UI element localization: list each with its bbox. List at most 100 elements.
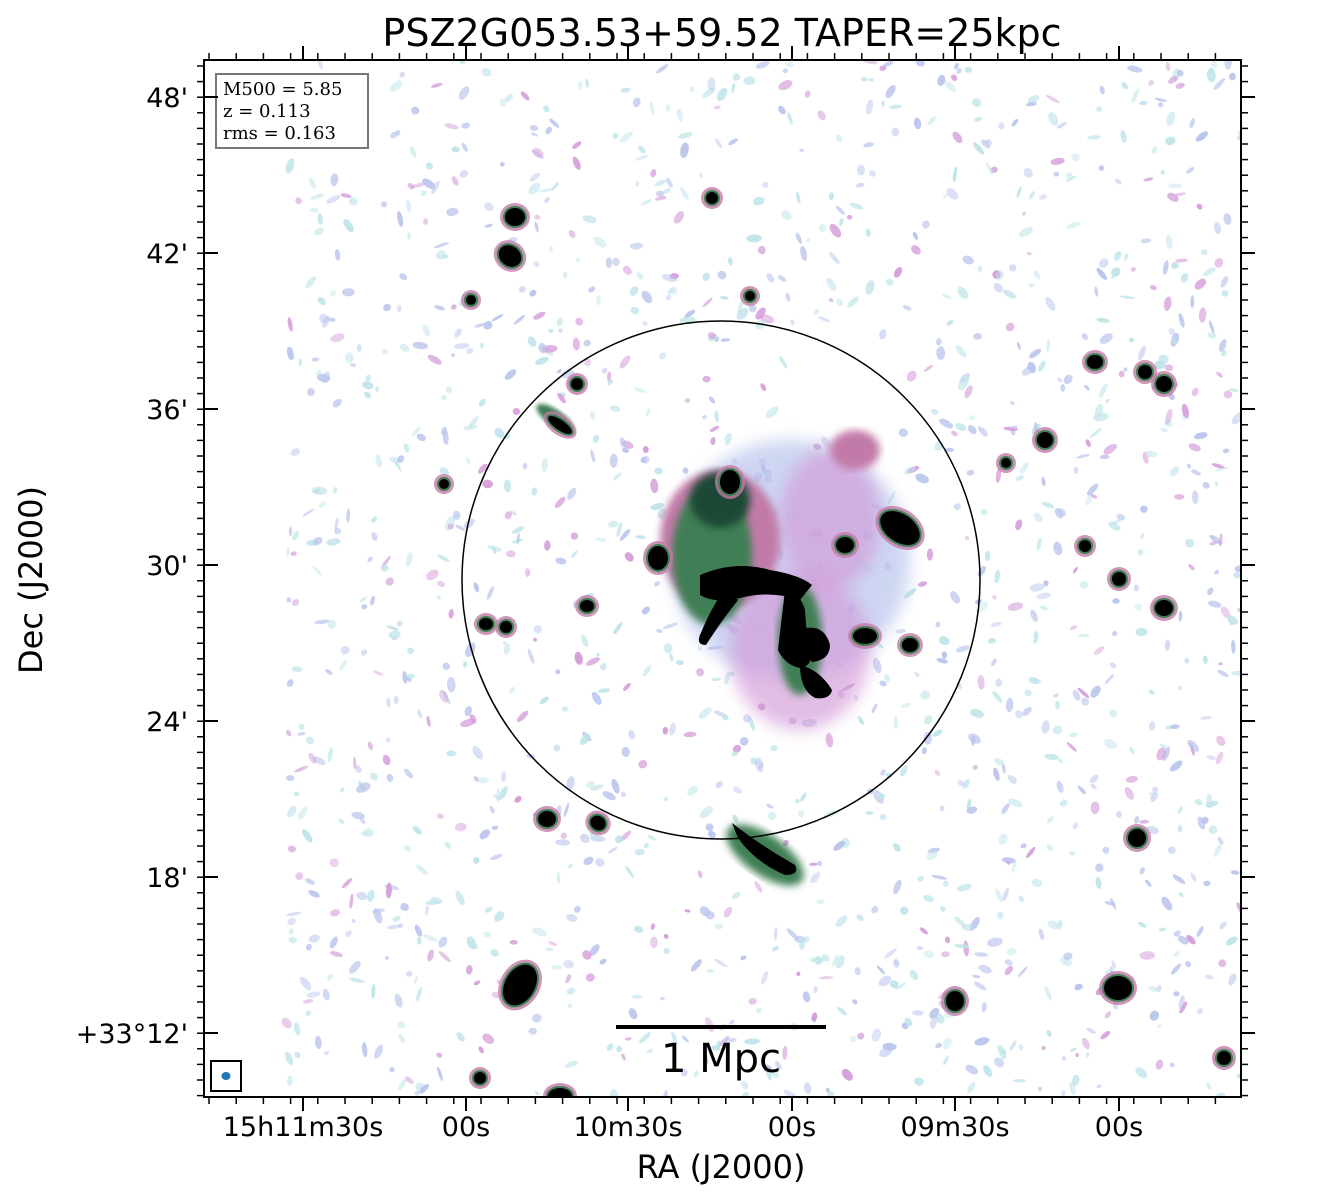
noise-speckle	[1196, 926, 1204, 937]
noise-speckle	[1185, 538, 1195, 548]
noise-speckle	[1178, 313, 1185, 328]
noise-speckle	[995, 888, 1003, 902]
noise-speckle	[491, 825, 499, 830]
noise-speckle	[755, 307, 766, 320]
noise-speckle	[286, 346, 294, 360]
noise-speckle	[1004, 965, 1014, 976]
noise-speckle	[287, 805, 297, 818]
noise-speckle	[414, 1090, 420, 1096]
noise-speckle	[304, 878, 316, 885]
noise-speckle	[291, 598, 300, 607]
noise-speckle	[612, 472, 622, 481]
noise-speckle	[779, 356, 788, 369]
noise-speckle	[461, 122, 471, 129]
noise-speckle	[964, 536, 970, 541]
noise-speckle	[663, 933, 669, 939]
noise-speckle	[994, 758, 1005, 766]
noise-speckle	[298, 358, 302, 367]
noise-speckle	[611, 778, 620, 794]
noise-speckle	[464, 706, 473, 717]
noise-speckle	[398, 1033, 406, 1044]
noise-speckle	[835, 205, 845, 215]
noise-speckle	[972, 98, 982, 107]
noise-speckle	[446, 676, 456, 693]
noise-speckle	[964, 66, 973, 73]
plot-frame	[203, 59, 1242, 1098]
noise-speckle	[994, 569, 1001, 584]
noise-speckle	[489, 805, 495, 814]
noise-speckle	[974, 116, 983, 122]
noise-speckle	[455, 890, 465, 906]
noise-speckle	[426, 569, 439, 581]
noise-speckle	[635, 154, 649, 161]
noise-speckle	[1111, 267, 1121, 277]
noise-speckle	[1008, 798, 1023, 808]
noise-speckle	[655, 190, 665, 197]
noise-speckle	[978, 964, 992, 974]
noise-speckle	[952, 166, 958, 182]
noise-speckle	[715, 138, 723, 149]
noise-speckle	[997, 911, 1004, 920]
noise-speckle	[512, 526, 525, 534]
noise-speckle	[699, 806, 713, 819]
noise-speckle	[1214, 466, 1229, 472]
noise-speckle	[723, 906, 733, 918]
noise-speckle	[1015, 519, 1023, 531]
noise-speckle	[1208, 825, 1218, 835]
noise-speckle	[454, 822, 467, 832]
noise-speckle	[1137, 345, 1146, 361]
noise-speckle	[728, 138, 739, 146]
noise-speckle	[1228, 973, 1237, 986]
noise-speckle	[1156, 984, 1162, 993]
noise-speckle	[422, 178, 436, 190]
noise-speckle	[854, 967, 861, 976]
noise-speckle	[835, 134, 843, 143]
noise-speckle	[1229, 620, 1234, 626]
noise-speckle	[548, 941, 558, 947]
noise-speckle	[740, 955, 747, 961]
noise-speckle	[433, 242, 450, 249]
noise-speckle	[1015, 710, 1023, 719]
noise-speckle	[529, 289, 537, 297]
noise-speckle	[632, 994, 643, 999]
noise-speckle	[1156, 747, 1166, 761]
noise-speckle	[1228, 72, 1236, 81]
noise-speckle	[1085, 1051, 1090, 1058]
noise-speckle	[619, 355, 631, 369]
noise-speckle	[1090, 801, 1100, 814]
noise-speckle	[1032, 639, 1038, 644]
noise-speckle	[741, 1080, 749, 1090]
noise-speckle	[1162, 260, 1169, 275]
noise-speckle	[992, 595, 997, 600]
noise-speckle	[462, 661, 468, 668]
noise-speckle	[596, 652, 600, 657]
noise-speckle	[912, 231, 918, 240]
noise-speckle	[1073, 466, 1079, 474]
noise-speckle	[977, 265, 983, 273]
noise-speckle	[1090, 685, 1101, 698]
noise-speckle	[532, 148, 544, 158]
noise-speckle	[879, 680, 887, 687]
noise-speckle	[629, 286, 639, 296]
noise-speckle	[1104, 738, 1117, 749]
noise-speckle	[770, 745, 778, 752]
map-image	[204, 60, 1241, 1097]
noise-speckle	[478, 398, 486, 407]
noise-speckle	[766, 803, 774, 809]
noise-speckle	[1203, 267, 1216, 277]
noise-speckle	[500, 771, 507, 782]
noise-speckle	[837, 1006, 847, 1016]
noise-speckle	[582, 215, 597, 224]
noise-speckle	[956, 883, 972, 892]
noise-speckle	[509, 939, 518, 945]
noise-speckle	[1196, 1008, 1203, 1015]
noise-speckle	[802, 991, 811, 1003]
noise-speckle	[329, 858, 339, 867]
noise-speckle	[525, 568, 531, 577]
noise-speckle	[1120, 129, 1127, 144]
noise-speckle	[313, 756, 326, 765]
beam-indicator	[210, 1060, 242, 1092]
noise-speckle	[1230, 870, 1240, 875]
noise-speckle	[972, 974, 981, 979]
